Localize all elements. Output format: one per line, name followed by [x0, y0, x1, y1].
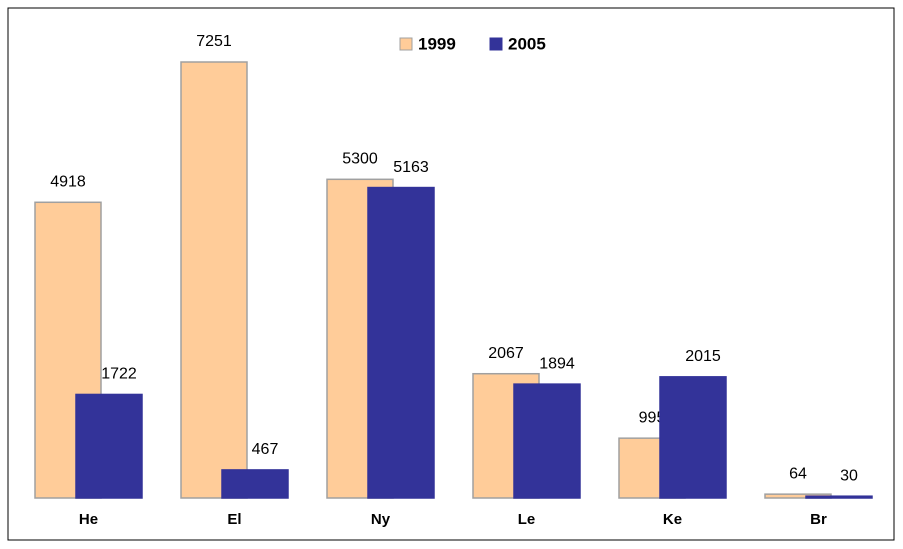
data-label: 5163 — [393, 159, 429, 176]
legend-swatch — [399, 37, 413, 51]
data-label: 5300 — [342, 151, 378, 168]
x-tick-label: Ny — [371, 511, 391, 528]
data-label: 2015 — [685, 348, 721, 365]
x-tick-label: He — [79, 511, 98, 528]
data-label: 30 — [840, 467, 858, 484]
legend-label: 1999 — [418, 34, 456, 53]
data-label: 1722 — [101, 366, 137, 383]
data-label: 995 — [639, 409, 666, 426]
data-label: 4918 — [50, 174, 86, 191]
x-tick-label: Br — [810, 511, 827, 528]
chart-frame — [7, 7, 895, 541]
bar — [805, 495, 873, 499]
data-label: 1894 — [539, 355, 575, 372]
x-tick-label: Le — [518, 511, 536, 528]
data-label: 7251 — [196, 33, 232, 50]
legend-swatch — [489, 37, 503, 51]
bar — [75, 393, 143, 499]
data-label: 2067 — [488, 345, 524, 362]
x-tick-label: Ke — [663, 511, 682, 528]
bar — [513, 383, 581, 499]
data-label: 64 — [789, 465, 807, 482]
bar — [367, 186, 435, 499]
data-label: 467 — [252, 441, 279, 458]
bar — [221, 469, 289, 499]
bar — [180, 61, 248, 499]
x-tick-label: El — [227, 511, 241, 528]
legend-label: 2005 — [508, 34, 546, 53]
bar — [659, 376, 727, 499]
